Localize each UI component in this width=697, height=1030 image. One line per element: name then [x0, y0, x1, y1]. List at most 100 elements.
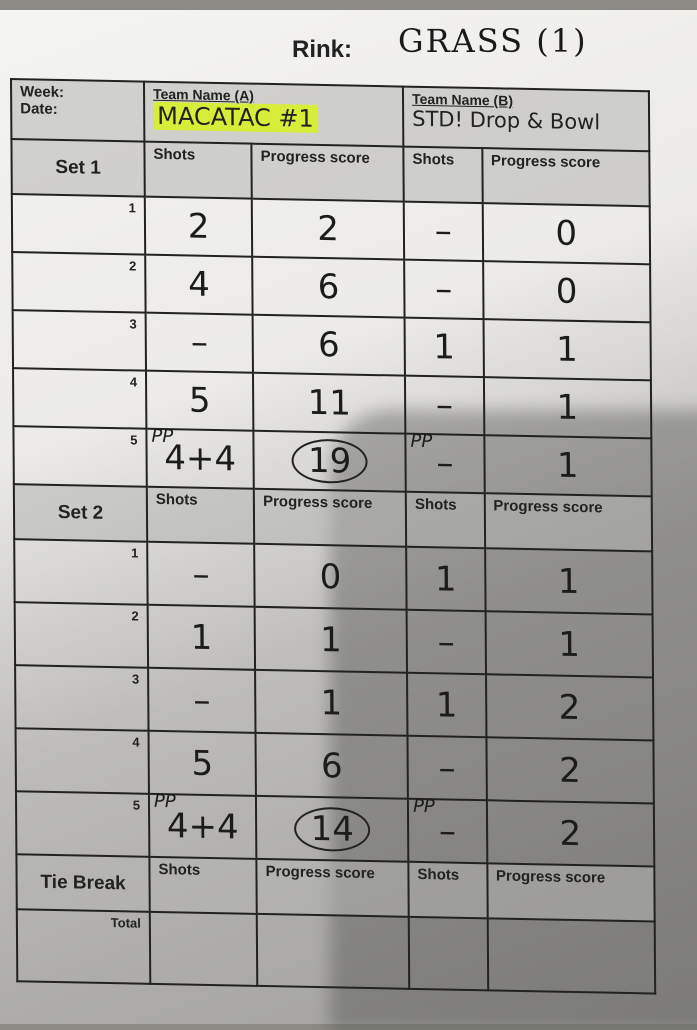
- shots-value: –: [434, 211, 452, 252]
- shots-value: 4+4: [166, 805, 239, 848]
- team-b-shots: –: [403, 201, 483, 262]
- progress-value: 0: [319, 556, 342, 597]
- power-play-mark: PP: [153, 790, 176, 813]
- progress-header-a: Progress score: [253, 488, 407, 547]
- team-b-progress: 1: [483, 319, 651, 381]
- total-cell: [487, 918, 656, 994]
- team-b-shots: –: [404, 259, 484, 320]
- shots-value: –: [438, 810, 457, 852]
- progress-header-a: Progress score: [256, 858, 409, 917]
- power-play-mark: PP: [151, 425, 174, 448]
- team-a-shots: 2: [144, 196, 253, 257]
- progress-header-a: Progress score: [251, 143, 404, 202]
- end-number: 5: [13, 426, 147, 487]
- tie-break-label: Tie Break: [16, 854, 150, 912]
- team-b-cell: Team Name (B) STD! Drop & Bowl: [403, 86, 650, 152]
- team-b-progress: 1: [483, 435, 652, 497]
- team-b-shots: –: [405, 375, 484, 436]
- progress-value: 2: [558, 750, 581, 791]
- total-label: Total: [16, 909, 151, 984]
- team-a-progress: 11: [253, 372, 406, 434]
- team-a-progress: 1: [254, 606, 408, 673]
- week-label: Week:: [20, 83, 65, 102]
- end-number: 4: [13, 368, 147, 429]
- shots-value: –: [435, 269, 453, 310]
- progress-value: 2: [558, 687, 581, 728]
- progress-value: 6: [317, 266, 340, 308]
- date-label: Date:: [20, 100, 58, 118]
- shots-value: –: [190, 322, 209, 363]
- shots-value: 5: [191, 743, 214, 784]
- team-a-shots: –: [148, 667, 256, 733]
- shots-value: –: [438, 747, 456, 789]
- shots-header-b: Shots: [408, 861, 488, 919]
- team-b-progress: 2: [485, 674, 654, 741]
- team-b-shots: PP –: [407, 795, 487, 864]
- team-a-shots: 4: [145, 254, 253, 315]
- progress-value: 2: [317, 208, 340, 250]
- shots-value: –: [193, 680, 211, 721]
- set-1-label: Set 1: [11, 139, 145, 197]
- end-number: 3: [12, 310, 147, 371]
- progress-value: 1: [556, 329, 578, 370]
- progress-header-b: Progress score: [484, 493, 653, 552]
- total-cell: [149, 911, 258, 986]
- progress-value: 0: [555, 213, 578, 254]
- progress-value: 1: [319, 619, 342, 660]
- team-a-shots: PP 4+4: [148, 790, 257, 859]
- shots-value: 2: [187, 206, 210, 247]
- end-number: 2: [12, 252, 146, 313]
- team-b-progress: 2: [486, 800, 655, 867]
- shots-value: 5: [188, 380, 211, 421]
- shots-value: 4: [188, 264, 210, 305]
- team-a-progress: 1: [255, 669, 408, 736]
- team-b-progress: 0: [482, 203, 651, 265]
- team-a-progress: 6: [252, 314, 406, 376]
- team-b-shots: 1: [404, 317, 484, 378]
- power-play-mark: PP: [412, 795, 435, 818]
- team-b-progress: 2: [486, 737, 654, 804]
- end-number: 5: [15, 791, 150, 857]
- total-cell: [256, 913, 410, 989]
- shots-value: 1: [435, 684, 458, 726]
- shots-value: 4+4: [164, 438, 237, 480]
- progress-header-b: Progress score: [486, 863, 655, 922]
- progress-value: 1: [320, 682, 343, 723]
- team-b-progress: 1: [484, 548, 653, 615]
- progress-value: 1: [556, 445, 579, 486]
- shots-header-a: Shots: [149, 856, 257, 914]
- team-a-progress: 0: [254, 543, 407, 610]
- progress-header-b: Progress score: [481, 148, 650, 207]
- team-b-shots: PP –: [405, 430, 485, 494]
- team-a-progress: 14: [256, 795, 409, 862]
- shots-value: 1: [433, 327, 456, 368]
- team-a-shots: –: [145, 312, 254, 373]
- team-a-shots: 5: [148, 730, 257, 796]
- power-play-mark: PP: [410, 430, 433, 453]
- end-number: 1: [14, 539, 148, 605]
- team-b-shots: 1: [406, 546, 486, 612]
- progress-value: 6: [317, 324, 340, 366]
- rink-label: Rink:: [292, 36, 352, 63]
- shots-header-a: Shots: [144, 141, 252, 199]
- team-a-name: MACATAC #1: [153, 101, 318, 133]
- shots-value: 1: [434, 558, 457, 600]
- progress-value: 1: [556, 387, 579, 428]
- team-a-shots: 5: [146, 370, 254, 431]
- team-b-progress: 1: [483, 377, 652, 439]
- team-a-cell: Team Name (A) MACATAC #1: [143, 81, 404, 147]
- progress-value: 14: [294, 806, 371, 852]
- team-b-shots: 1: [407, 672, 487, 738]
- end-number: 1: [11, 194, 146, 255]
- set-2-label: Set 2: [13, 484, 148, 542]
- shots-value: –: [192, 554, 210, 595]
- progress-value: 2: [559, 813, 582, 854]
- shots-header-a: Shots: [146, 486, 255, 544]
- shots-header-b: Shots: [405, 491, 485, 549]
- team-a-progress: 19: [253, 430, 406, 492]
- progress-value: 19: [291, 438, 368, 484]
- progress-value: 1: [557, 561, 580, 602]
- team-a-progress: 2: [251, 198, 405, 260]
- score-table: Week: Date: Team Name (A) MACATAC #1 Team …: [10, 78, 656, 995]
- shots-value: –: [435, 385, 454, 426]
